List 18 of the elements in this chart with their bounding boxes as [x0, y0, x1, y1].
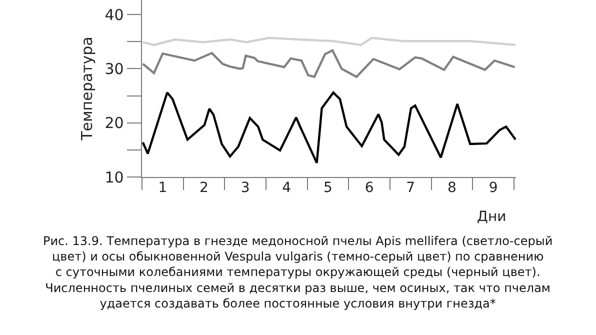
line-series: [142, 36, 516, 46]
x-tick-label: 7: [406, 180, 416, 196]
x-tick-label: 4: [282, 180, 292, 196]
x-tick-label: 8: [447, 180, 456, 196]
x-tick-label: 5: [324, 180, 332, 196]
y-tick-label: 10: [104, 168, 124, 186]
x-tick-label: 2: [200, 180, 208, 196]
line-series: [142, 91, 516, 164]
y-tick-label: 20: [104, 114, 124, 132]
text: Рис. 13.9. Температура в гнезде медоносной пчелы Apis mellifera (светло-серый цвет) и осы обыкновенной Vespula vulgaris (темно-серый цвет) по сравнению с суточными колебаниями температуры окружающей среды (черный цвет). Численность пчелиных семей в десятки раз выше, чем осиных, так что пчелам удается создавать более постоянные условия внутри гнезда*: [43, 234, 553, 310]
y-tick-label: 30: [104, 60, 124, 78]
y-tick-label: 40: [104, 6, 124, 24]
x-tick-label: 3: [240, 180, 250, 196]
x-tick-label: 1: [158, 180, 168, 196]
x-tick-label: 9: [488, 180, 498, 196]
x-axis-title: Дни: [477, 209, 506, 225]
y-axis-title: Температура: [78, 36, 96, 142]
x-tick-label: 6: [364, 180, 374, 196]
